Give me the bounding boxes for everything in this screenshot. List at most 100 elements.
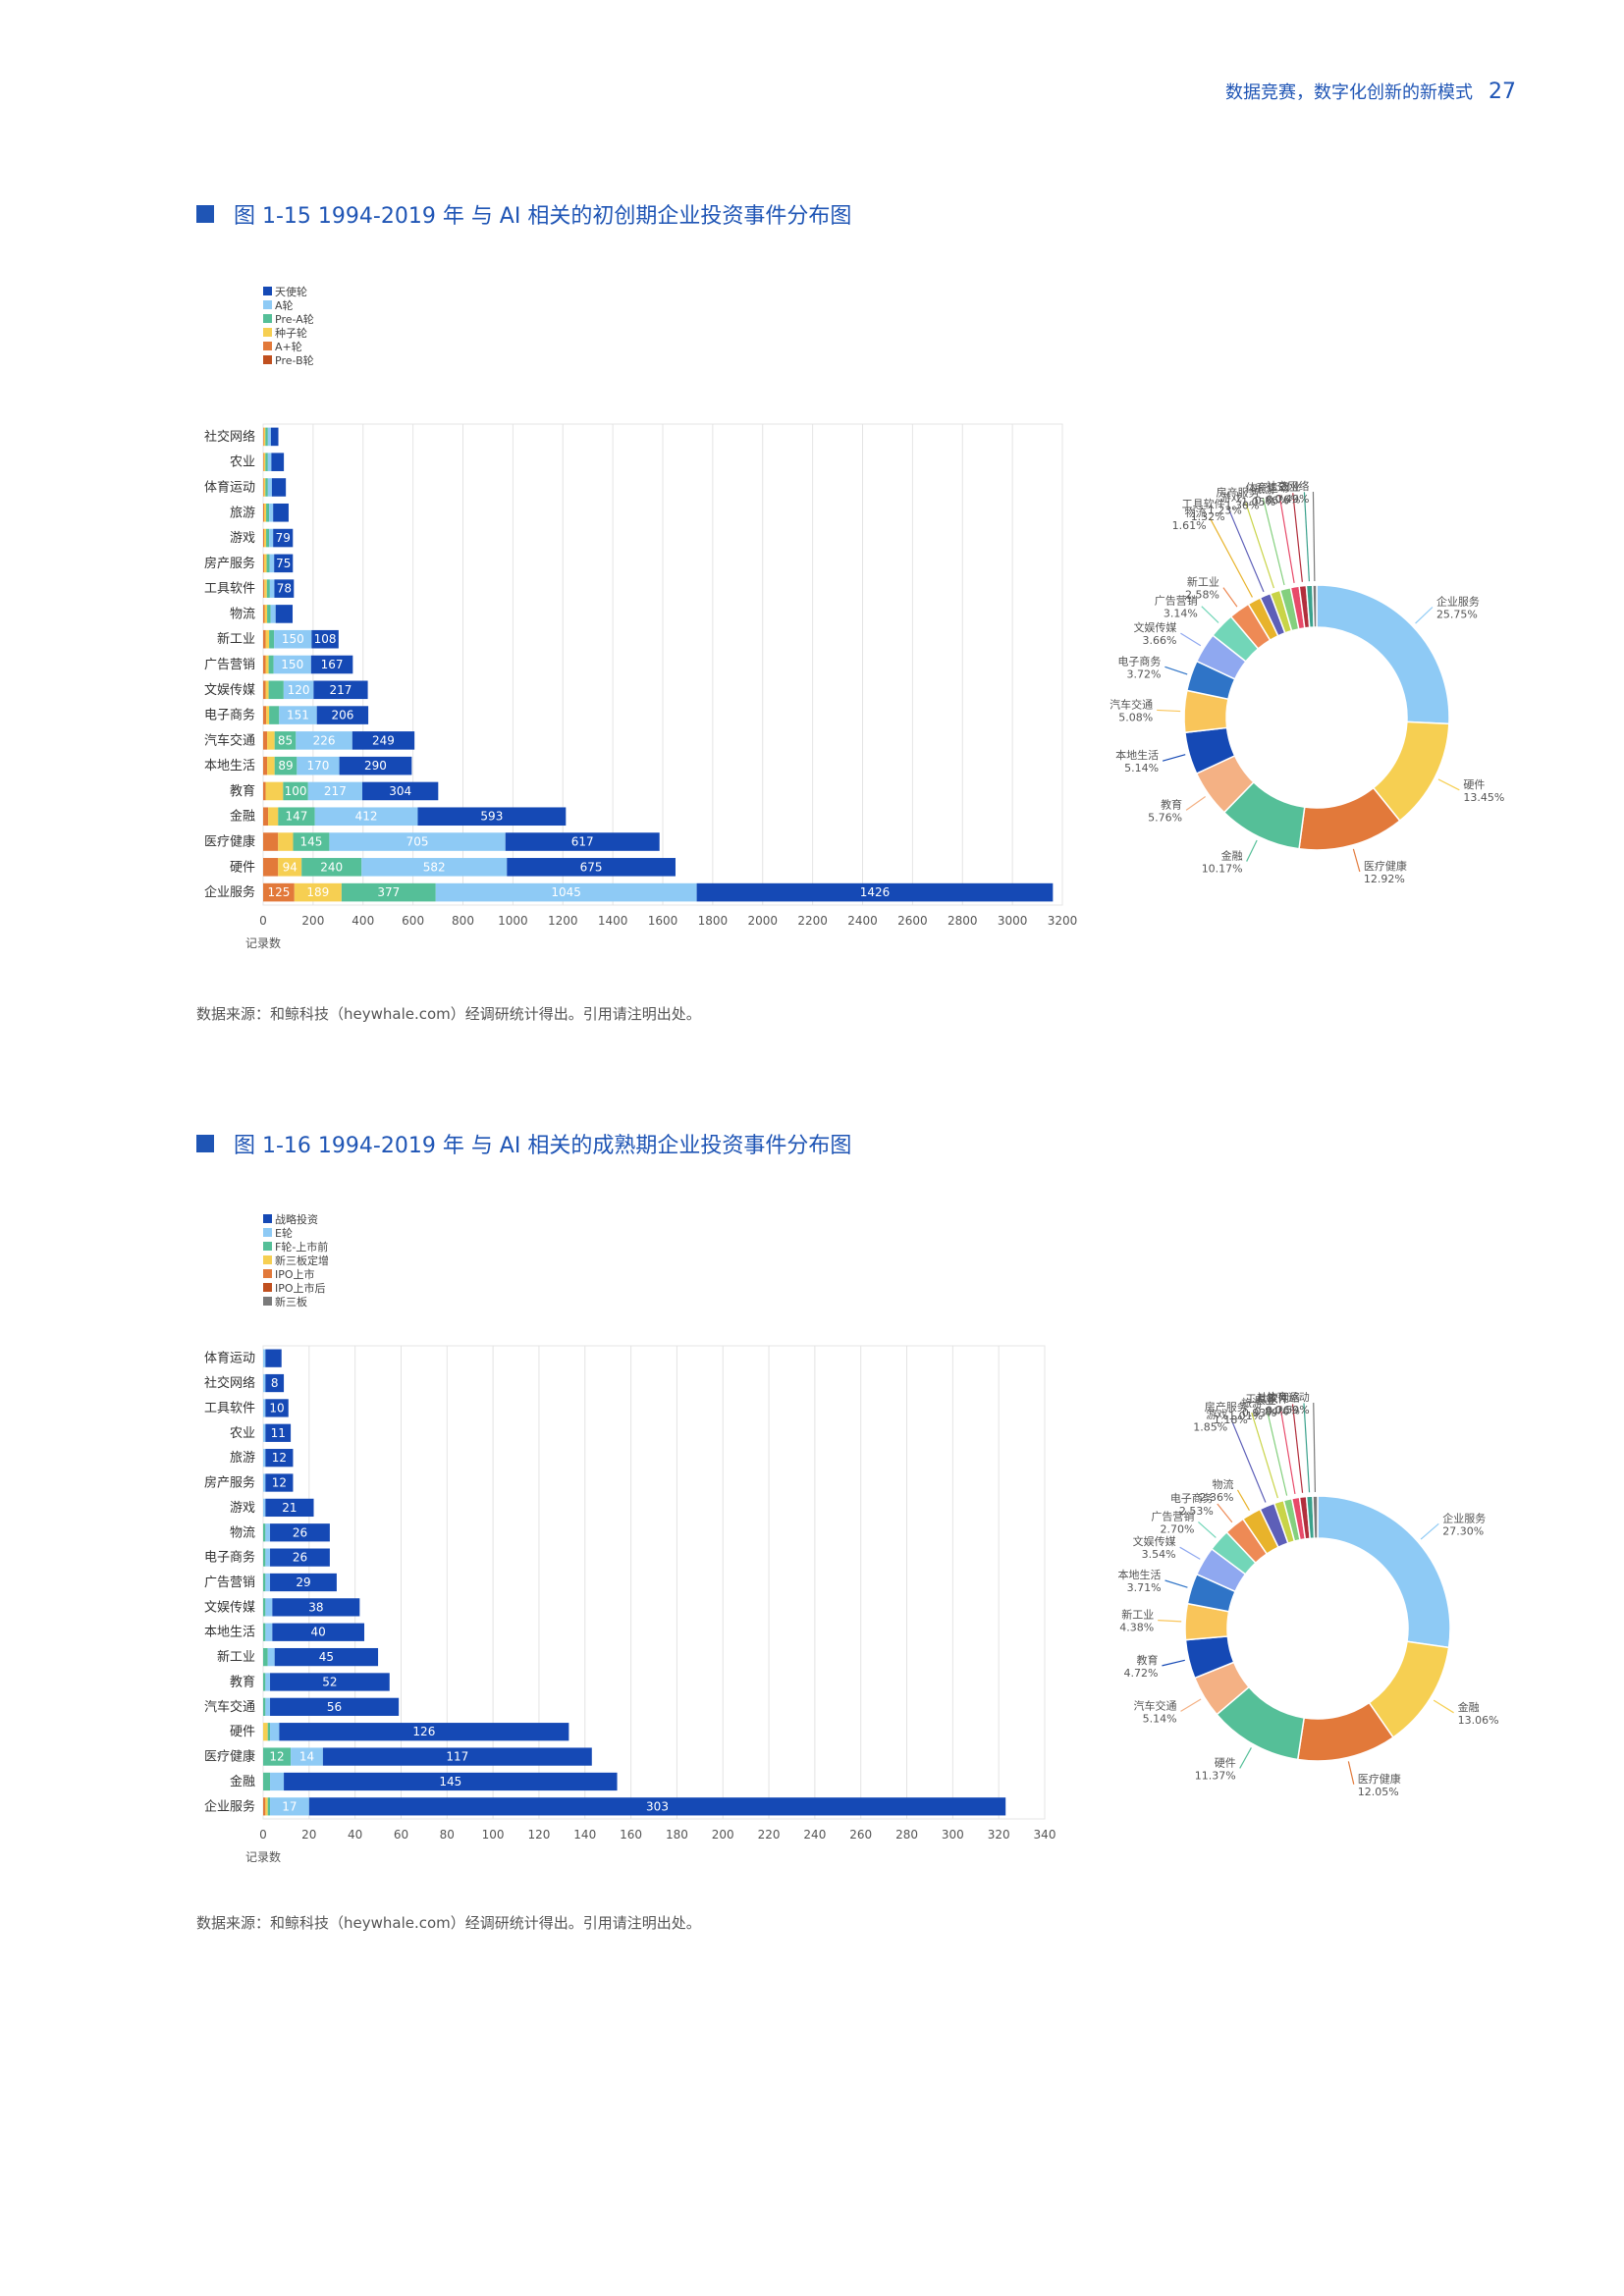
x-tick-label: 200 (301, 914, 324, 928)
x-tick-label: 60 (394, 1828, 408, 1842)
x-tick-label: 300 (942, 1828, 964, 1842)
x-axis-label: 记录数 (245, 1849, 281, 1864)
bar-data-label: 150 (281, 658, 303, 671)
bar-segment (352, 731, 415, 750)
bar-data-label: 593 (480, 810, 503, 824)
bar-segment (265, 1399, 289, 1417)
bar-data-label: 226 (313, 733, 336, 747)
bar-segment (341, 882, 436, 902)
bar-segment (311, 629, 339, 649)
legend-swatch (263, 1228, 272, 1237)
x-tick-label: 600 (402, 914, 424, 928)
category-label: 旅游 (230, 1451, 255, 1466)
slice-percent: 0.59% (1275, 1404, 1310, 1416)
slice-label: 医疗健康 (1358, 1772, 1401, 1786)
category-label: 农业 (230, 455, 255, 470)
bar-segment (271, 478, 287, 497)
bar-segment (270, 1723, 280, 1741)
bar-segment (284, 1772, 618, 1791)
legend-label: E轮 (275, 1226, 293, 1240)
leader-line (1437, 778, 1460, 791)
bar-data-label: 85 (278, 733, 293, 747)
x-tick-label: 100 (482, 1828, 505, 1842)
slice-label: 新工业 (1121, 1608, 1154, 1622)
figure-2-title-text: 图 1-16 1994-2019 年 与 AI 相关的成熟期企业投资事件分布图 (234, 1134, 852, 1158)
slice-label: 农业 (1278, 479, 1300, 493)
bar-segment (329, 832, 506, 851)
bar-segment (274, 756, 298, 775)
bar-segment (263, 1498, 266, 1518)
bar-segment (301, 858, 362, 877)
slice-percent: 0.76% (1266, 493, 1300, 506)
category-label: 医疗健康 (204, 834, 255, 850)
bar-data-label: 377 (377, 885, 400, 899)
bar-segment (263, 1598, 266, 1617)
leader-line (1164, 1579, 1188, 1588)
bar-segment (268, 655, 274, 674)
slice-label: 新工业 (1187, 575, 1219, 589)
category-label: 金融 (230, 809, 255, 825)
slice-percent: 13.45% (1463, 791, 1504, 804)
bar-segment (265, 1623, 273, 1641)
x-tick-label: 0 (259, 914, 267, 928)
bar-data-label: 17 (282, 1799, 297, 1813)
category-label: 本地生活 (204, 1626, 255, 1640)
bar-segment (265, 1673, 271, 1691)
x-tick-label: 200 (712, 1828, 734, 1842)
bar-segment (265, 781, 284, 801)
slice-label: 游戏 (1220, 492, 1242, 505)
bar-segment (263, 1399, 266, 1417)
bar-segment (266, 528, 270, 548)
page-number: 27 (1489, 80, 1516, 104)
pie-slice (1312, 1495, 1319, 1539)
bar-data-label: 8 (271, 1376, 279, 1390)
slice-percent: 12.92% (1364, 873, 1405, 885)
x-axis-label: 记录数 (245, 935, 281, 950)
bar-data-label: 117 (446, 1750, 468, 1764)
slice-percent: 1.18% (1214, 1414, 1248, 1426)
slice-label: 广告营销 (1155, 594, 1198, 608)
bar-data-label: 94 (283, 860, 298, 874)
category-label: 教育 (230, 1674, 255, 1689)
bar-segment (310, 655, 353, 674)
leader-line (1352, 848, 1361, 873)
bar-segment (267, 731, 275, 750)
bar-segment (269, 528, 274, 548)
bar-segment (263, 605, 265, 623)
slice-percent: 1.30% (1225, 500, 1260, 512)
bar-segment (263, 1548, 266, 1567)
bar-segment (268, 680, 284, 700)
bar-segment (264, 528, 267, 548)
bar-data-label: 52 (322, 1675, 337, 1688)
pie-slice (1312, 584, 1318, 628)
bar-segment (307, 781, 362, 801)
slice-label: 金融 (1221, 849, 1243, 863)
bar-segment (263, 1772, 271, 1791)
header-text: 数据竞赛，数字化创新的新模式 (1225, 82, 1473, 103)
category-label: 体育运动 (204, 1351, 255, 1366)
x-tick-label: 1400 (598, 914, 628, 928)
category-label: 本地生活 (204, 759, 255, 774)
x-tick-label: 80 (440, 1828, 455, 1842)
bar-segment (263, 528, 265, 548)
slice-percent: 3.72% (1126, 667, 1161, 680)
bar-segment (263, 832, 279, 851)
leader-line (1279, 1406, 1296, 1495)
bar-segment (263, 1673, 266, 1691)
slice-label: 物流 (1185, 506, 1207, 519)
x-tick-label: 40 (348, 1828, 362, 1842)
slice-label: 电子商务 (1117, 654, 1161, 667)
bar-segment (270, 1548, 330, 1567)
figure-1-title-text: 图 1-15 1994-2019 年 与 AI 相关的初创期企业投资事件分布图 (234, 204, 852, 229)
category-label: 工具软件 (204, 1401, 255, 1415)
slice-percent: 3.71% (1127, 1581, 1162, 1594)
leader-line (1303, 492, 1311, 582)
bar-segment (291, 1747, 323, 1766)
slice-label: 社交网络 (1257, 1390, 1300, 1404)
bar-data-label: 126 (412, 1725, 435, 1738)
legend-label: IPO上市后 (275, 1281, 326, 1295)
leader-line (1180, 632, 1202, 647)
slice-label: 游戏 (1206, 1408, 1227, 1420)
slice-percent: 2.36% (1200, 1491, 1234, 1504)
